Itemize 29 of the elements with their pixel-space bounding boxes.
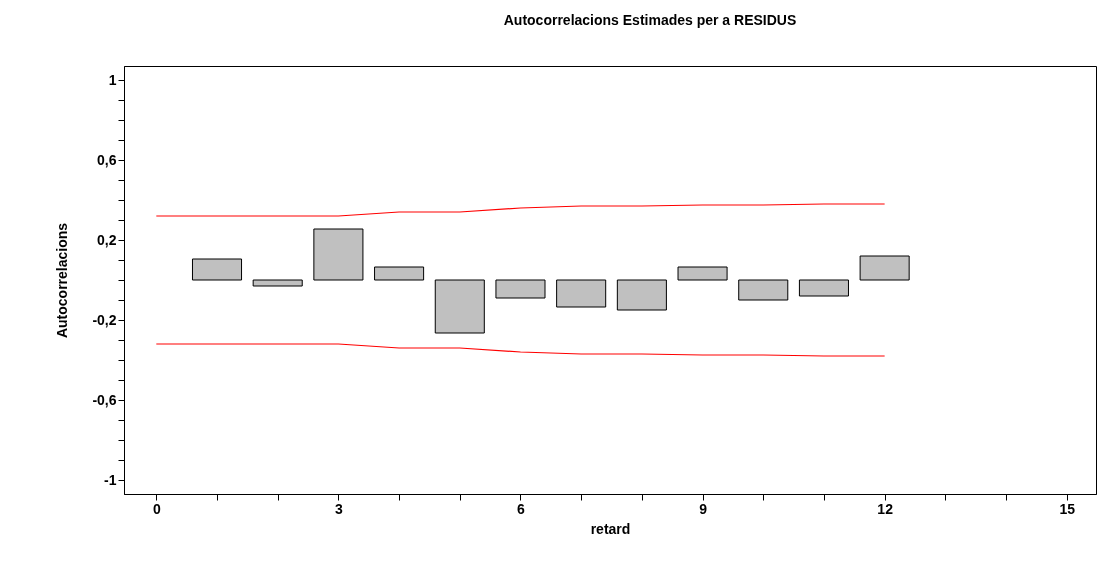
bar <box>313 228 364 281</box>
y-tick-label: -1 <box>104 471 117 488</box>
bar <box>798 279 849 297</box>
bar <box>677 266 728 281</box>
y-axis-title: Autocorrelacions <box>54 222 71 339</box>
bar <box>738 279 789 301</box>
x-tick-label: 9 <box>699 500 708 517</box>
y-tick-label: 0,6 <box>97 151 117 168</box>
line-series <box>155 203 886 217</box>
bar <box>859 255 910 281</box>
y-tick-label: 1 <box>108 71 117 88</box>
line-series <box>155 343 886 357</box>
y-tick-label: -0,2 <box>92 311 117 328</box>
x-axis-title: retard <box>590 520 631 537</box>
bar <box>556 279 607 308</box>
y-tick-label: 0,2 <box>97 231 117 248</box>
x-tick-label: 3 <box>335 500 343 517</box>
chart-title: Autocorrelacions Estimades per a RESIDUS <box>503 12 797 28</box>
bar <box>616 279 667 311</box>
bar <box>191 258 243 281</box>
x-tick-label: 0 <box>152 500 161 517</box>
x-tick-label: 15 <box>1059 500 1076 517</box>
bar <box>434 279 485 334</box>
bar <box>495 279 546 299</box>
x-tick-label: 12 <box>877 500 894 517</box>
bar <box>374 266 425 281</box>
bar <box>252 279 303 287</box>
x-tick-label: 6 <box>517 500 526 517</box>
y-tick-label: -0,6 <box>92 391 117 408</box>
